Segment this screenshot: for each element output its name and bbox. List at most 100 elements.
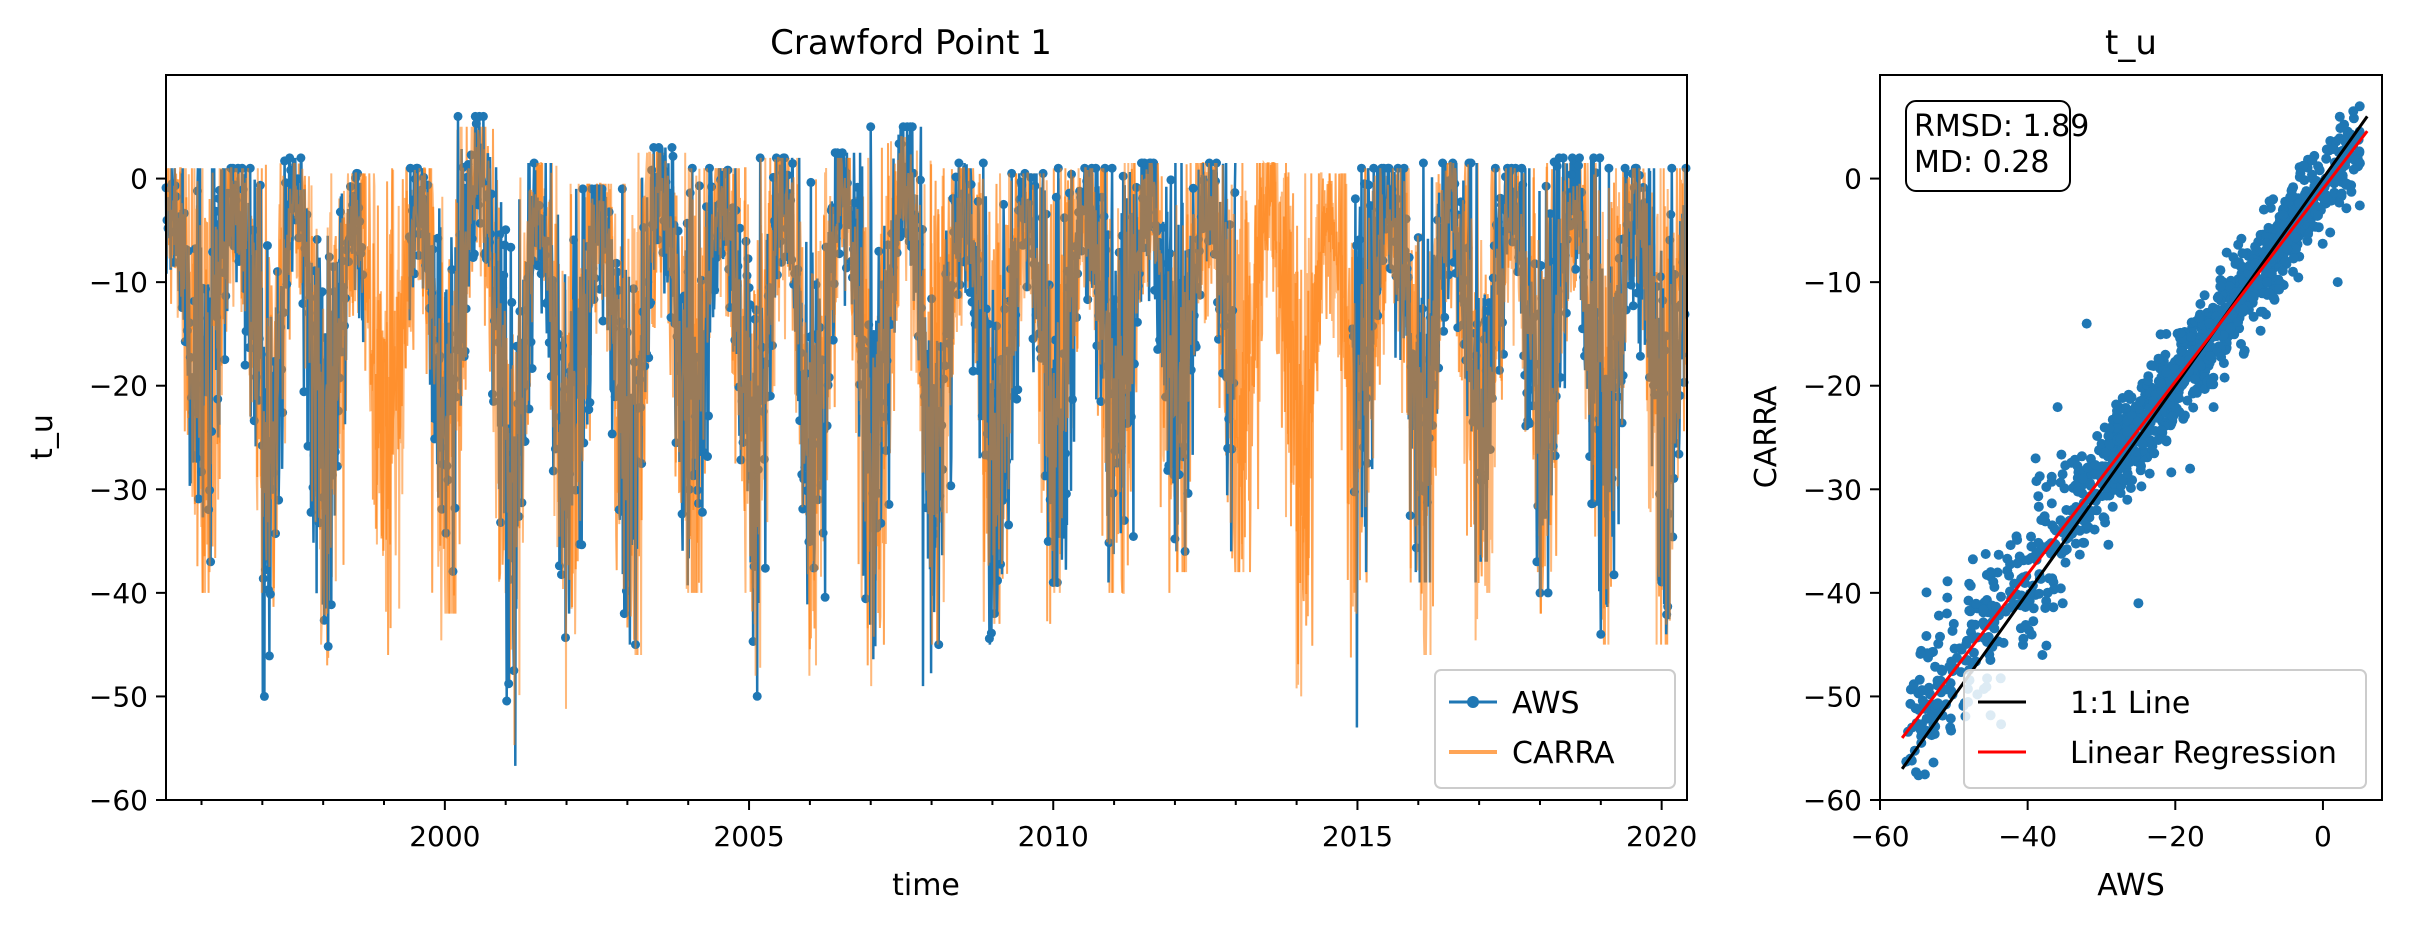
aws-point: [1384, 163, 1394, 173]
aws-point: [299, 387, 309, 397]
scatter-legend-box: [1963, 669, 2367, 789]
scatter-point: [2138, 439, 2148, 450]
scatter-point: [2148, 396, 2159, 407]
scatter-point: [2085, 478, 2095, 489]
aws-point: [1543, 588, 1553, 598]
aws-point: [478, 111, 488, 121]
aws-point: [654, 143, 664, 152]
scatter-point: [2046, 498, 2057, 509]
y-tick-label: −50: [1803, 680, 1862, 713]
aws-point: [1051, 192, 1061, 202]
y-tick-label: −60: [89, 784, 148, 817]
aws-point: [1604, 163, 1614, 173]
scatter-point: [1915, 648, 1926, 659]
scatter-point: [2268, 292, 2279, 303]
y-tick-label: −10: [89, 266, 148, 299]
scatter-point: [2142, 375, 2153, 386]
scatter-point: [2255, 306, 2266, 317]
aws-point: [1635, 351, 1645, 361]
aws-point: [335, 207, 345, 217]
scatter-point: [2033, 501, 2044, 512]
y-tick-label: −20: [89, 370, 148, 403]
aws-point: [1595, 153, 1605, 163]
aws-point: [981, 304, 991, 314]
aws-point: [495, 230, 505, 240]
aws-point: [1524, 385, 1534, 395]
scatter-point: [2089, 524, 2100, 535]
aws-point: [1012, 394, 1022, 404]
aws-point: [1439, 326, 1449, 336]
scatter-point: [2090, 460, 2101, 470]
scatter-point: [2031, 547, 2042, 558]
scatter-point: [1944, 661, 1955, 672]
scatter-point: [2317, 238, 2328, 249]
scatter-legend: 1:1 Line Linear Regression: [1963, 669, 2367, 789]
aws-point: [853, 182, 862, 192]
scatter-point: [2182, 395, 2193, 406]
y-tick-label: −40: [1803, 577, 1862, 610]
scatter-point: [2167, 411, 2178, 422]
scatter-point: [2079, 537, 2090, 548]
aws-point: [828, 335, 838, 345]
aws-point: [498, 283, 508, 293]
aws-point: [1564, 188, 1574, 198]
scatter-point: [2132, 416, 2143, 427]
aws-point: [951, 172, 961, 182]
scatter-point: [1915, 724, 1926, 735]
aws-point: [504, 679, 514, 689]
aws-point: [309, 450, 319, 460]
scatter-point: [2026, 629, 2037, 640]
scatter-point: [2204, 318, 2215, 329]
scatter-outlier: [2185, 463, 2196, 474]
scatter-point: [1933, 638, 1944, 649]
aws-point: [285, 153, 295, 163]
scatter-point: [1913, 770, 1924, 781]
aws-point: [866, 122, 876, 132]
aws-point: [1043, 536, 1053, 546]
aws-point: [1013, 385, 1023, 395]
scatter-point: [2056, 449, 2067, 460]
scatter-point: [1941, 608, 1952, 619]
scatter-point: [2103, 431, 2114, 441]
scatter-point: [2036, 515, 2047, 525]
scatter-point: [2248, 311, 2259, 322]
aws-point: [1107, 163, 1117, 173]
aws-point: [798, 504, 808, 514]
x-tick-label: −20: [2146, 820, 2205, 853]
scatter-point: [2238, 348, 2249, 359]
scatter-point: [2205, 351, 2216, 362]
scatter-point: [2215, 265, 2226, 276]
scatter-point: [2060, 557, 2071, 568]
aws-point: [1494, 365, 1504, 375]
aws-point: [578, 184, 588, 194]
aws-point: [1449, 257, 1459, 267]
aws-point: [1575, 153, 1584, 163]
scatter-point: [1945, 678, 1956, 689]
aws-point: [557, 570, 566, 580]
aws-point: [1480, 316, 1490, 326]
aws-point: [697, 507, 707, 517]
scatter-point: [2046, 476, 2057, 487]
aws-point: [1158, 223, 1168, 233]
timeseries-chart: Crawford Point 1 0 −10 −20 −30 −40 −50 −60 2000…: [25, 23, 1697, 903]
aws-point: [869, 330, 879, 339]
scatter-point: [2018, 633, 2029, 644]
aws-point: [502, 696, 512, 706]
scatter-point: [2219, 372, 2230, 383]
aws-point: [1040, 471, 1050, 481]
aws-point: [501, 225, 511, 235]
aws-point: [1118, 171, 1128, 181]
scatter-point: [2104, 423, 2115, 434]
scatter-point: [2020, 602, 2031, 612]
aws-point: [806, 177, 816, 187]
scatter-point: [2048, 577, 2059, 588]
scatter-point: [2186, 331, 2197, 342]
scatter-point: [2295, 168, 2306, 179]
stats-annotation: RMSD: 1.89 MD: 0.28: [1905, 100, 2089, 192]
scatter-point: [2257, 288, 2268, 299]
scatter-point: [2303, 228, 2314, 239]
y-tick-label: −20: [1803, 370, 1862, 403]
scatter-point: [1921, 631, 1932, 641]
aws-point: [1132, 317, 1142, 327]
scatter-ticks: 0 −10 −20 −30 −40 −50 −60−60 −40 −20 0: [1803, 163, 2332, 853]
